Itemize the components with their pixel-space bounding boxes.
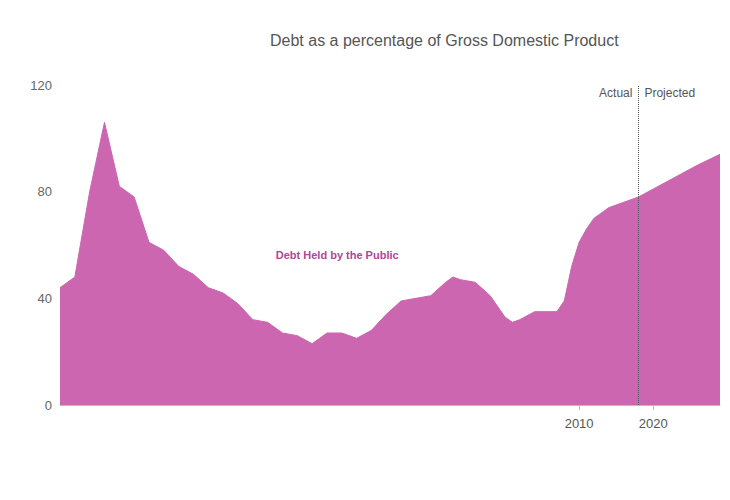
svg-text:2020: 2020 [639,416,668,431]
svg-text:80: 80 [38,184,52,199]
svg-text:Debt Held by the Public: Debt Held by the Public [276,249,399,261]
svg-text:40: 40 [38,291,52,306]
svg-text:Debt as a percentage of Gross: Debt as a percentage of Gross Domestic P… [270,32,619,49]
svg-text:2010: 2010 [565,416,594,431]
svg-text:Projected: Projected [644,86,695,100]
svg-text:0: 0 [45,398,52,413]
svg-text:120: 120 [30,78,52,93]
svg-text:Actual: Actual [599,86,632,100]
